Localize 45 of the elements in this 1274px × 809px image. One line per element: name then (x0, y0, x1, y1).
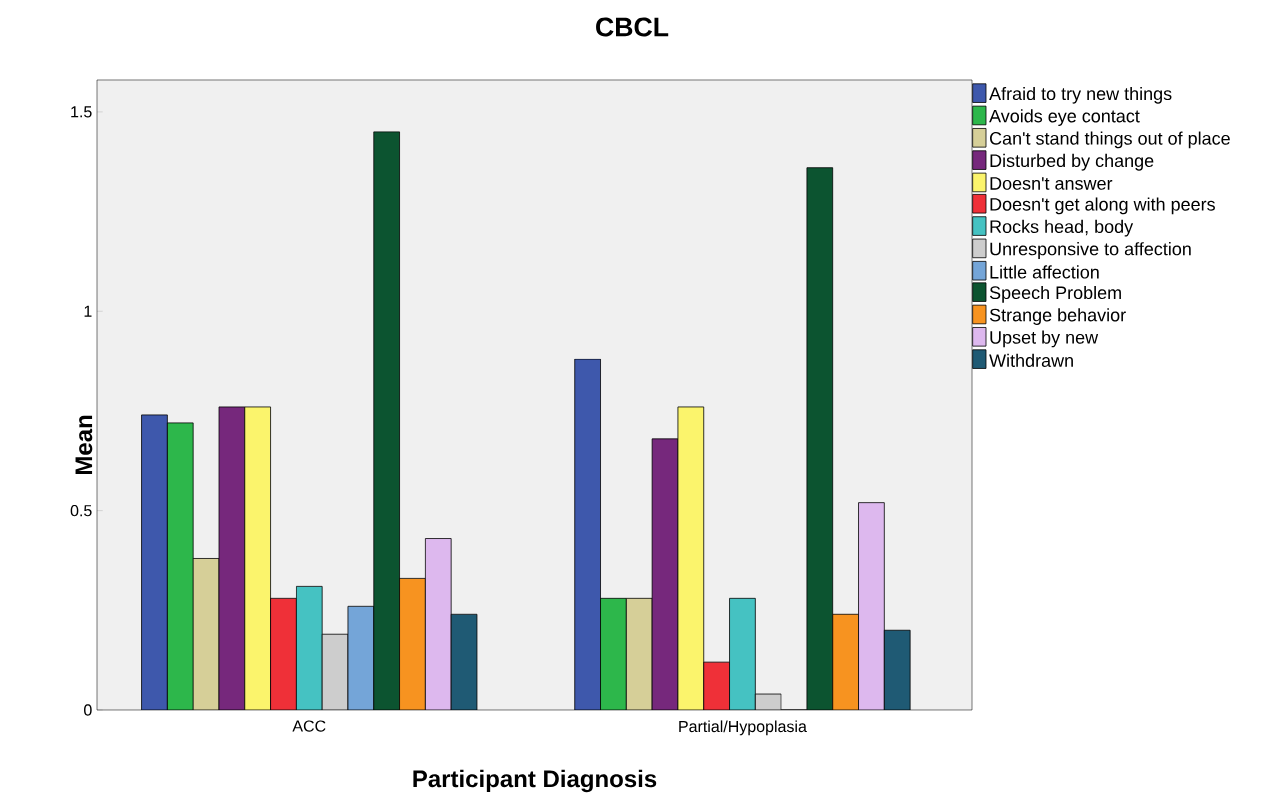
bar (141, 414, 168, 710)
legend-label: Disturbed by change (990, 153, 1154, 171)
y-tick-label: 1.5 (71, 106, 92, 118)
bar (832, 613, 859, 710)
legend-label: Can't stand things out of place (989, 131, 1230, 149)
y-tick-label: 0.5 (70, 504, 92, 517)
bar (574, 358, 601, 710)
bar (858, 502, 885, 710)
bar (244, 406, 271, 710)
bar (703, 661, 730, 710)
bar (883, 629, 911, 710)
legend-label: Speech Problem (989, 285, 1121, 303)
bar (450, 613, 478, 710)
bar (399, 578, 426, 710)
bar (424, 538, 452, 710)
legend-label: Withdrawn (989, 353, 1073, 367)
bar (347, 605, 375, 710)
legend-label: Doesn't get along with peers (990, 197, 1215, 215)
legend-label: Strange behavior (989, 308, 1126, 325)
bar (373, 131, 400, 710)
bar (651, 438, 679, 710)
legend-label: Rocks head, body (990, 219, 1134, 237)
legend-label: Upset by new (990, 330, 1099, 348)
bar (166, 422, 194, 710)
bar (295, 585, 323, 710)
y-axis-title: Mean (75, 415, 93, 475)
chart-title: CBCL (596, 17, 669, 37)
legend-label: Avoids eye contact (989, 109, 1140, 126)
bar (625, 597, 653, 710)
bar (806, 167, 834, 710)
x-tick-label: Partial/Hypoplasia (679, 720, 807, 736)
y-tick-label: 1 (84, 305, 92, 317)
bar (270, 597, 297, 710)
x-axis-title: Participant Diagnosis (413, 769, 657, 793)
legend-label: Little affection (990, 265, 1099, 279)
legend-label: Doesn't answer (990, 177, 1113, 190)
bar (192, 558, 220, 710)
bar (729, 597, 756, 710)
bar (677, 406, 705, 710)
legend-label: Afraid to try new things (989, 86, 1172, 104)
x-tick-label: ACC (292, 720, 326, 732)
bar (600, 597, 627, 710)
y-tick-label: 0 (84, 704, 92, 716)
bar (218, 406, 246, 710)
legend-label: Unresponsive to affection (990, 242, 1191, 259)
